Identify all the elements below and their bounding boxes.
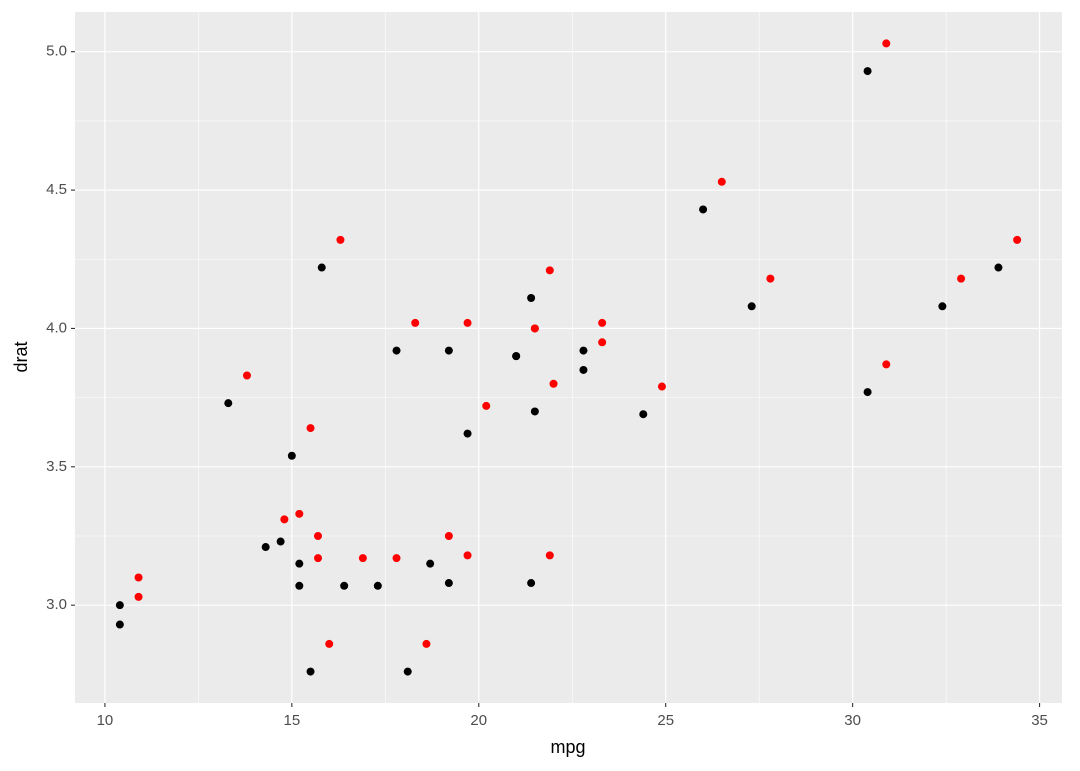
point	[463, 551, 472, 560]
point	[373, 581, 382, 590]
point	[224, 399, 233, 408]
point	[422, 639, 431, 648]
y-axis-title: drat	[11, 341, 31, 372]
point	[276, 537, 285, 546]
point	[287, 451, 296, 460]
point	[482, 401, 491, 410]
point	[882, 39, 891, 48]
point	[530, 407, 539, 416]
point	[545, 551, 554, 560]
point	[545, 266, 554, 275]
y-tick-label: 4.5	[46, 181, 67, 198]
plot-panel	[75, 12, 1062, 703]
point	[747, 302, 756, 311]
point	[295, 509, 304, 518]
point	[115, 620, 124, 629]
point	[994, 263, 1003, 272]
point	[579, 365, 588, 374]
point	[957, 274, 966, 283]
point	[444, 346, 453, 355]
point	[579, 346, 588, 355]
point	[1013, 235, 1022, 244]
point	[766, 274, 775, 283]
point	[314, 531, 323, 540]
point	[306, 424, 315, 433]
point	[134, 573, 143, 582]
point	[598, 338, 607, 347]
point	[882, 360, 891, 369]
point	[444, 579, 453, 588]
point	[306, 667, 315, 676]
point	[261, 543, 270, 552]
point	[358, 554, 367, 563]
point	[863, 388, 872, 397]
point	[863, 67, 872, 76]
y-tick-label: 3.0	[46, 596, 67, 613]
point	[938, 302, 947, 311]
point	[295, 559, 304, 568]
point	[325, 639, 334, 648]
point	[134, 592, 143, 601]
point	[392, 346, 401, 355]
point	[463, 429, 472, 438]
point	[530, 324, 539, 333]
x-tick-label: 30	[844, 712, 861, 729]
point	[280, 515, 289, 524]
point	[657, 382, 666, 391]
point	[403, 667, 412, 676]
point	[411, 318, 420, 327]
point	[717, 177, 726, 186]
point	[444, 531, 453, 540]
point	[699, 205, 708, 214]
point	[242, 371, 251, 380]
point	[426, 559, 435, 568]
y-tick-label: 3.5	[46, 458, 67, 475]
x-tick-label: 15	[283, 712, 300, 729]
point	[115, 601, 124, 610]
point	[392, 554, 401, 563]
point	[512, 352, 521, 361]
point	[295, 581, 304, 590]
y-tick-label: 5.0	[46, 43, 67, 60]
point	[340, 581, 349, 590]
point	[314, 554, 323, 563]
x-tick-label: 10	[97, 712, 114, 729]
x-axis-title: mpg	[550, 737, 585, 757]
point	[527, 579, 536, 588]
x-tick-label: 35	[1031, 712, 1048, 729]
point	[336, 235, 345, 244]
point	[598, 318, 607, 327]
y-tick-label: 4.0	[46, 319, 67, 336]
x-tick-label: 25	[657, 712, 674, 729]
point	[639, 410, 648, 419]
point	[463, 318, 472, 327]
point	[317, 263, 326, 272]
x-tick-label: 20	[470, 712, 487, 729]
point	[527, 294, 536, 303]
point	[549, 379, 558, 388]
